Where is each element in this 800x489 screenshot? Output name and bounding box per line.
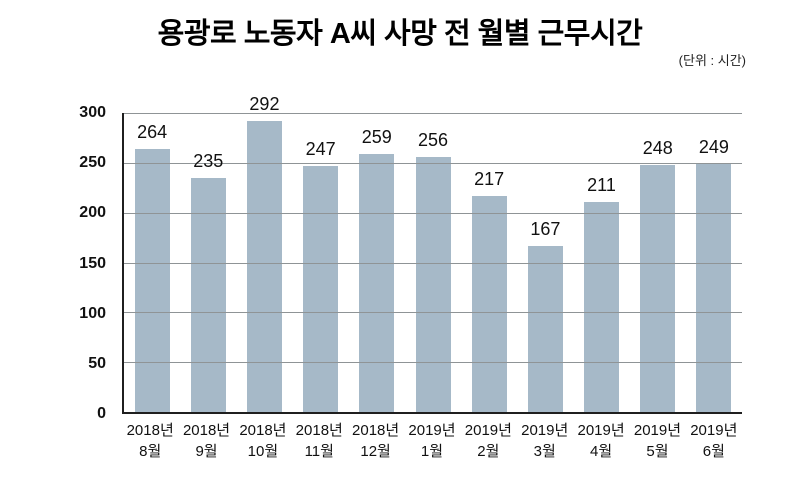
y-tick-label: 0 (97, 405, 106, 422)
x-tick-label: 2019년 5월 (621, 420, 693, 462)
y-axis-labels: 0 50 100 150 200 250 300 (58, 104, 106, 422)
bar-value-label: 235 (193, 150, 224, 171)
x-tick-label: 2019년 4월 (565, 420, 637, 462)
x-tick-label-line: 10월 (247, 443, 279, 460)
bar-value-label: 264 (137, 121, 168, 142)
x-tick-label-line: 12월 (360, 443, 391, 460)
x-tick-label-line: 2019년 (521, 422, 569, 439)
x-tick-label: 2018년 8월 (114, 420, 186, 462)
bar-value-label: 248 (642, 137, 673, 158)
bar (640, 164, 676, 412)
gridline (124, 262, 742, 264)
x-tick-label-line: 11월 (304, 443, 334, 460)
x-tick-label-line: 4월 (590, 443, 613, 460)
bar-value-label: 259 (361, 126, 392, 147)
x-tick-label-line: 8월 (139, 443, 162, 460)
bar (134, 148, 170, 412)
bar (415, 156, 451, 412)
x-tick-label: 2019년 2월 (452, 420, 524, 462)
plot-area: 264 235 292 247 259 256 217 167 211 248 249 (122, 94, 742, 414)
bar-value-label: 217 (474, 168, 505, 189)
y-tick-label: 200 (79, 204, 106, 222)
chart-title: 용광로 노동자 A씨 사망 전 월별 근무시간 (157, 18, 643, 50)
x-axis-labels: 2018년 8월 2018년 9월 2018년 10월 2018년 11월 2018년 12월 20… (122, 420, 742, 468)
bar (359, 153, 395, 412)
y-tick-label: 150 (79, 254, 106, 272)
chart-unit-label: (단위 : 시간) (678, 53, 746, 68)
x-tick-label-line: 3월 (533, 443, 556, 460)
x-tick-label-line: 2018년 (239, 422, 287, 439)
x-tick-label: 2019년 1월 (396, 420, 468, 462)
bar-value-label: 211 (587, 174, 616, 195)
x-tick-label: 2018년 9월 (171, 420, 243, 462)
x-tick-label-line: 2019년 (464, 422, 512, 439)
x-tick-label: 2018년 10월 (227, 420, 299, 462)
x-tick-label-line: 2019년 (577, 422, 625, 439)
bar (190, 177, 226, 412)
y-tick-label: 250 (79, 154, 106, 172)
bar-value-label: 249 (698, 136, 729, 157)
x-tick-label-line: 2018년 (126, 422, 174, 439)
x-tick-label-line: 2018년 (182, 422, 231, 439)
bar-value-label: 292 (249, 93, 280, 114)
gridline (124, 362, 742, 364)
x-tick-label: 2018년 12월 (340, 420, 412, 462)
gridline (124, 162, 742, 164)
x-tick-label-line: 2019년 (690, 422, 738, 439)
x-tick-label-line: 2월 (477, 443, 500, 460)
x-tick-label-line: 1월 (420, 443, 444, 460)
bar (246, 120, 282, 412)
x-tick-label-line: 2019년 (633, 422, 682, 439)
bar (471, 195, 507, 412)
y-tick-label: 300 (79, 104, 106, 121)
x-tick-label: 2019년 3월 (509, 420, 581, 462)
bar-value-label: 167 (530, 218, 561, 239)
y-tick-label: 100 (79, 304, 106, 322)
x-tick-label-line: 2018년 (352, 422, 400, 439)
x-tick-label-line: 2019년 (408, 422, 456, 439)
x-tick-label-line: 9월 (195, 443, 218, 460)
x-tick-label: 2019년 6월 (678, 420, 750, 462)
bar-value-label: 256 (417, 129, 449, 150)
gridline (124, 212, 742, 214)
bar (527, 245, 563, 412)
x-tick-label-line: 6월 (702, 443, 725, 460)
gridline (124, 312, 742, 314)
x-tick-label-line: 2018년 (295, 422, 343, 439)
bar (696, 163, 732, 412)
x-tick-label-line: 5월 (646, 443, 669, 460)
bar-value-label: 247 (305, 138, 336, 159)
gridline (124, 113, 742, 114)
x-tick-label: 2018년 11월 (283, 420, 355, 462)
bar (303, 165, 339, 412)
y-tick-label: 50 (88, 354, 106, 372)
bar (584, 201, 620, 412)
